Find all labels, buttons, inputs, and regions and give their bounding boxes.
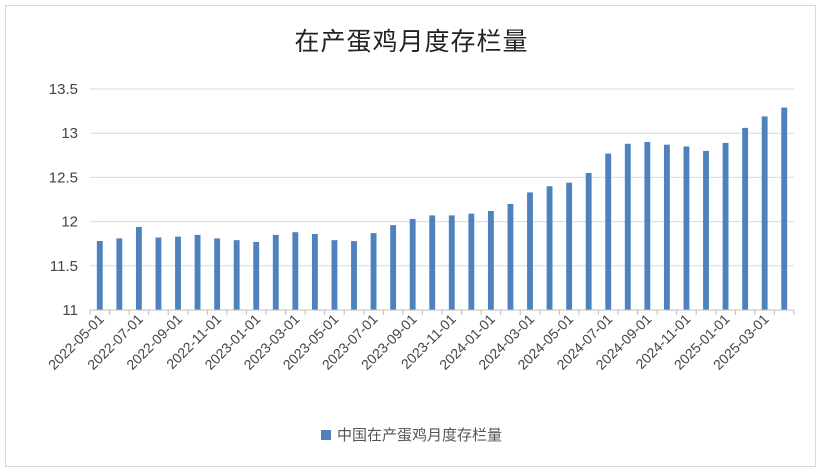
bar	[527, 192, 533, 310]
bar	[429, 215, 436, 310]
chart-title: 在产蛋鸡月度存栏量	[294, 27, 529, 56]
legend-label: 中国在产蛋鸡月度存栏量	[336, 426, 502, 444]
bar	[194, 234, 201, 310]
bar	[233, 240, 240, 310]
y-tick-label: 11	[62, 302, 78, 319]
bar	[781, 107, 788, 311]
bar	[292, 232, 299, 310]
bar	[722, 142, 729, 310]
y-tick-label: 13.5	[49, 81, 78, 98]
bar	[409, 218, 416, 310]
bar	[683, 146, 690, 310]
bar	[351, 241, 357, 310]
y-tick-labels: 11 11.5 12 12.5 13 13.5	[49, 81, 78, 319]
bar	[468, 213, 475, 310]
bar	[507, 203, 514, 310]
x-tick-labels: 2022-05-012022-07-012022-09-012022-11-01…	[45, 311, 772, 373]
bar	[272, 234, 279, 310]
bar	[214, 238, 221, 310]
bar	[448, 215, 455, 310]
x-axis	[89, 309, 795, 315]
gridlines	[90, 88, 794, 267]
bar	[96, 241, 103, 310]
legend: 中国在产蛋鸡月度存栏量	[0, 424, 823, 445]
bar	[116, 238, 123, 310]
bar	[175, 236, 181, 310]
bar	[546, 186, 553, 310]
bar	[390, 225, 397, 310]
bar	[624, 143, 631, 310]
bar	[566, 182, 573, 310]
bar	[663, 144, 670, 310]
bar	[761, 116, 768, 311]
bar	[585, 172, 592, 310]
y-tick-label: 11.5	[50, 258, 78, 275]
bar	[155, 237, 162, 310]
bar	[703, 150, 709, 310]
bar	[487, 210, 494, 310]
bar	[135, 226, 142, 310]
bar	[742, 127, 749, 310]
legend-swatch	[320, 429, 331, 440]
y-tick-label: 12.5	[49, 169, 78, 186]
y-tick-label: 12	[61, 214, 78, 231]
bar	[253, 241, 260, 310]
bar	[311, 233, 318, 310]
bars	[96, 107, 788, 311]
y-tick-label: 13	[61, 125, 78, 142]
bar	[605, 153, 612, 310]
bar	[331, 240, 338, 310]
bar	[370, 233, 377, 310]
bar	[644, 142, 651, 310]
